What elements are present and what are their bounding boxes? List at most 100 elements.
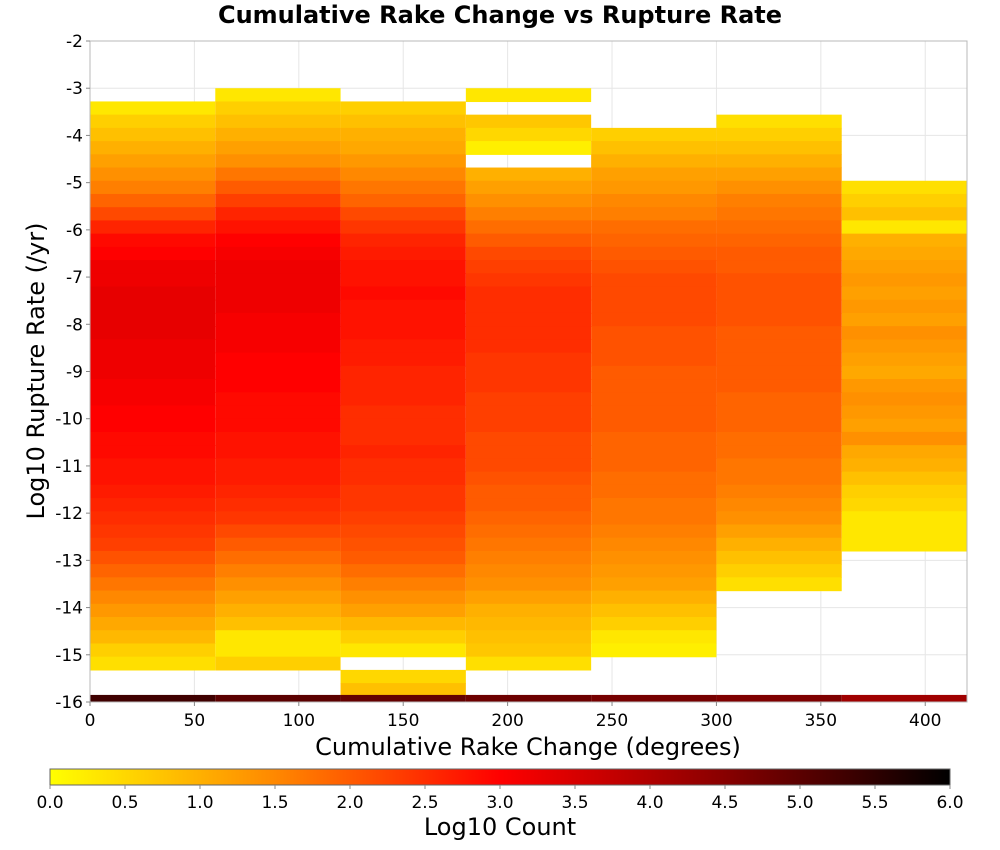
- heatmap-cell: [465, 246, 592, 261]
- heatmap-cell: [716, 286, 842, 301]
- y-tick-label: -8: [66, 315, 83, 335]
- heatmap-cell: [465, 167, 592, 182]
- colorbar-tick-label: 5.0: [786, 793, 813, 813]
- heatmap-cell: [716, 511, 842, 526]
- heatmap-cell: [340, 630, 466, 645]
- heatmap-cell: [90, 246, 216, 261]
- heatmap-cell: [591, 339, 717, 354]
- heatmap-cell: [591, 379, 717, 393]
- heatmap-cell: [215, 694, 341, 702]
- heatmap-cell: [465, 458, 592, 473]
- y-tick-label: -12: [55, 504, 83, 524]
- colorbar-tick-label: 4.0: [636, 793, 663, 813]
- heatmap-cell: [340, 312, 466, 327]
- heatmap-cell: [465, 511, 592, 526]
- heatmap-cell: [591, 471, 717, 486]
- heatmap-cell: [716, 193, 842, 208]
- heatmap-cell: [465, 233, 592, 248]
- heatmap-cell: [841, 484, 967, 499]
- heatmap-cell: [90, 193, 216, 208]
- heatmap-cell: [465, 550, 592, 565]
- heatmap-cell: [215, 498, 341, 512]
- heatmap-cell: [215, 392, 341, 407]
- heatmap-cell: [465, 312, 592, 327]
- heatmap-cell: [591, 246, 717, 261]
- heatmap-cell: [591, 603, 717, 618]
- heatmap-cell: [716, 339, 842, 354]
- chart-title: Cumulative Rake Change vs Rupture Rate: [218, 1, 782, 29]
- heatmap-cell: [591, 141, 717, 155]
- x-tick-label: 200: [491, 711, 523, 731]
- x-tick-label: 350: [805, 711, 837, 731]
- heatmap-cell: [591, 524, 717, 539]
- heatmap-cell: [591, 260, 717, 274]
- heatmap-cell: [591, 577, 717, 592]
- heatmap-cell: [90, 550, 216, 565]
- colorbar: [49, 768, 951, 786]
- heatmap-cell: [90, 405, 216, 420]
- heatmap-cell: [841, 524, 967, 539]
- heatmap-cell: [90, 511, 216, 526]
- heatmap-cell: [215, 550, 341, 565]
- heatmap-cell: [591, 617, 717, 631]
- heatmap-cell: [465, 694, 592, 702]
- heatmap-cell: [465, 299, 592, 314]
- heatmap-cell: [716, 233, 842, 248]
- y-tick-label: -11: [55, 457, 83, 477]
- heatmap-cell: [591, 418, 717, 433]
- heatmap-cell: [591, 694, 717, 702]
- heatmap-cell: [716, 405, 842, 420]
- heatmap-cell: [465, 656, 592, 671]
- heatmap-cell: [465, 365, 592, 380]
- heatmap-cell: [215, 511, 341, 526]
- heatmap-cell: [591, 352, 717, 367]
- heatmap-cell: [465, 88, 592, 103]
- heatmap-cell: [90, 392, 216, 407]
- heatmap-cell: [340, 484, 466, 499]
- heatmap-cell: [215, 233, 341, 248]
- heatmap-cell: [716, 207, 842, 222]
- x-tick-label: 400: [909, 711, 941, 731]
- heatmap-cell: [215, 339, 341, 354]
- heatmap-cell: [340, 418, 466, 433]
- heatmap-cell: [465, 220, 592, 235]
- heatmap-cell: [340, 299, 466, 314]
- heatmap-cell: [215, 246, 341, 261]
- heatmap-cell: [465, 484, 592, 499]
- heatmap-cell: [215, 114, 341, 129]
- heatmap-cell: [215, 458, 341, 473]
- heatmap-cell: [340, 167, 466, 182]
- heatmap-cell: [465, 418, 592, 433]
- colorbar-ticks: 0.0 0.5 1.0 1.5 2.0 2.5 3.0 3.5 4.0 4.5 5.0 5.5 6.0: [36, 785, 964, 813]
- heatmap-cell: [841, 180, 967, 195]
- heatmap-cell: [465, 127, 592, 142]
- heatmap-cell: [215, 405, 341, 420]
- heatmap-cell: [716, 154, 842, 169]
- heatmap-cell: [841, 458, 967, 473]
- heatmap-cell: [90, 299, 216, 314]
- heatmap-cell: [340, 352, 466, 367]
- heatmap-cell: [340, 326, 466, 340]
- heatmap-cell: [591, 193, 717, 208]
- y-axis-ticks: -2 -3 -4 -5 -6 -7 -8 -9 -10 -11 -12 -13 -14 -15 -16: [55, 32, 90, 713]
- heatmap-cell: [215, 617, 341, 631]
- heatmap-cell: [340, 431, 466, 446]
- heatmap-cell: [841, 286, 967, 301]
- heatmap-cell: [90, 445, 216, 459]
- heatmap-cell: [465, 114, 592, 129]
- heatmap-cell: [90, 577, 216, 592]
- heatmap-cell: [340, 286, 466, 301]
- heatmap-cell: [591, 630, 717, 645]
- heatmap-cell: [90, 273, 216, 288]
- x-tick-label: 250: [596, 711, 628, 731]
- heatmap-cell: [340, 154, 466, 169]
- y-tick-label: -5: [66, 174, 83, 194]
- heatmap-cell: [841, 273, 967, 288]
- heatmap-cell: [340, 405, 466, 420]
- heatmap-cell: [465, 339, 592, 354]
- heatmap-cell: [591, 326, 717, 340]
- heatmap-cell: [215, 141, 341, 155]
- heatmap-cell: [340, 617, 466, 631]
- heatmap-cell: [465, 617, 592, 631]
